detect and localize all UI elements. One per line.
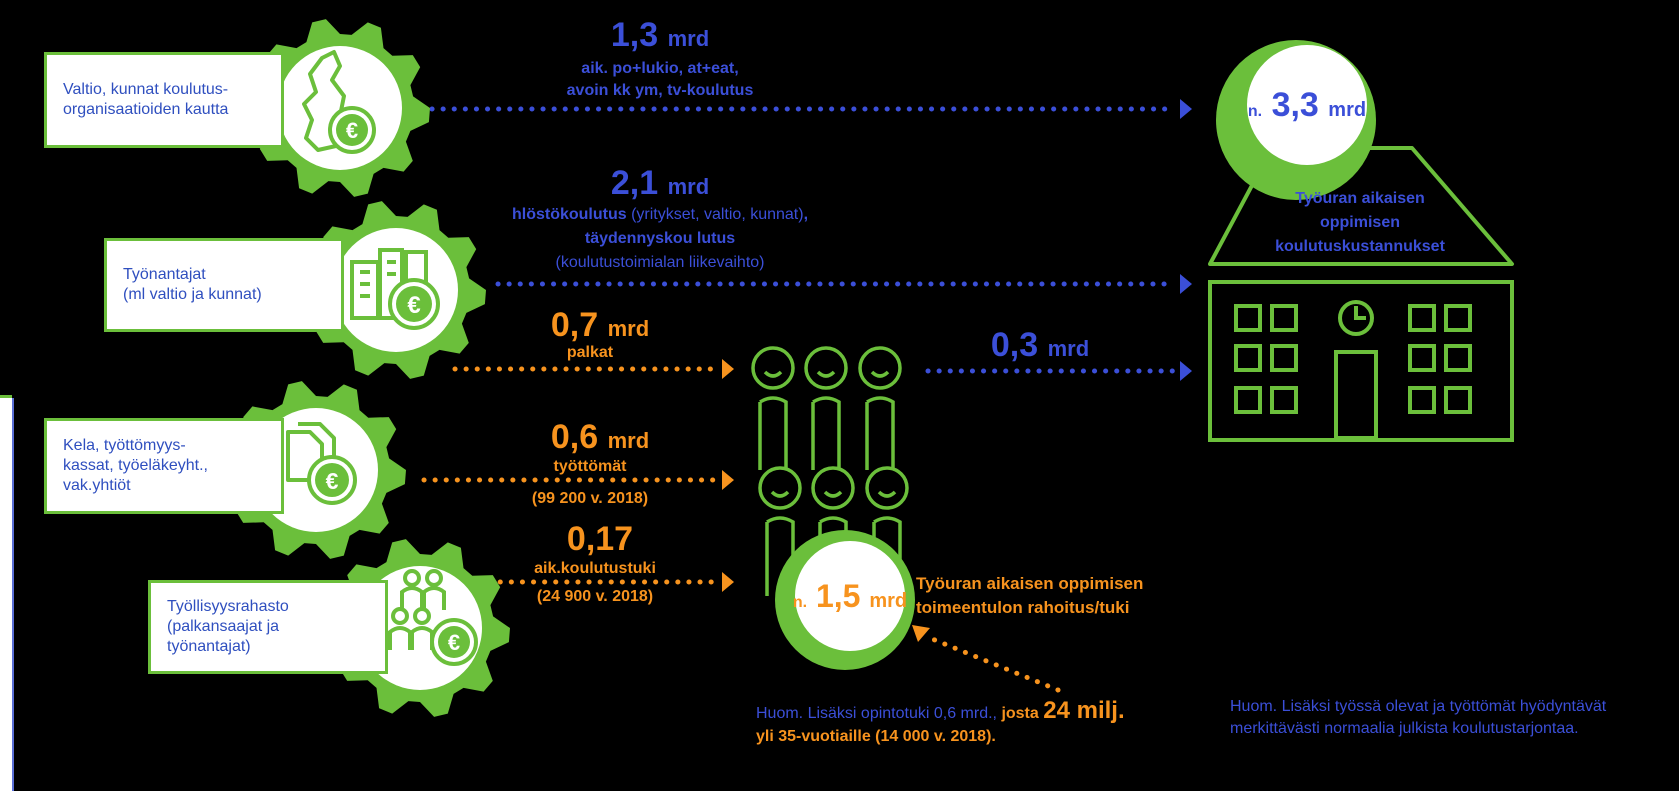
total-support-label-1: Työuran aikaisen oppimisen — [916, 574, 1144, 593]
edge-marker — [0, 395, 12, 399]
person-icon — [758, 466, 802, 596]
total-support-label-2: toimeentulon rahoitus/tuki — [916, 598, 1130, 617]
finland-map-euro-icon: € — [302, 50, 376, 154]
person-icon — [751, 346, 795, 470]
arrow-note-to-support — [922, 633, 1061, 693]
arrowhead — [1180, 274, 1192, 294]
svg-text:€: € — [448, 630, 460, 655]
note-study-grant-line2: yli 35-vuotiaille (14 000 v. 2018). — [756, 728, 996, 745]
arrowhead — [722, 572, 734, 592]
source-employment-fund: Työllisyysrahasto (palkansaajat ja työna… — [148, 580, 388, 674]
flow1-desc-line2: avoin kk ym, tv-koulutus — [566, 82, 754, 99]
arrowhead — [912, 625, 930, 642]
note-public-education-2: merkittävästi normaalia julkista koulutu… — [1230, 720, 1579, 737]
people-group-icon — [751, 346, 909, 596]
person-icon — [865, 466, 909, 560]
source-employers: Työnantajat (ml valtio ja kunnat) — [104, 238, 344, 332]
flow3-amount: 0,7 mrd — [550, 306, 650, 344]
note-study-grant: Huom. Lisäksi opintotuki 0,6 mrd., josta… — [756, 697, 1125, 724]
flow2-amount: 2,1 mrd — [610, 164, 710, 202]
edge-panel — [0, 398, 14, 791]
support-circle — [795, 541, 905, 651]
total-costs-label-2: oppimisen — [1319, 214, 1400, 231]
svg-text:€: € — [407, 292, 420, 319]
svg-text:€: € — [346, 118, 358, 143]
person-icon — [804, 346, 848, 470]
arrowhead — [1180, 361, 1192, 381]
arrowhead — [722, 470, 734, 490]
total-costs-label-1: Työuran aikaisen — [1295, 190, 1425, 207]
flow2-desc-line2: täydennyskou lutus — [584, 230, 736, 247]
source-kela-funds: Kela, työttömyys- kassat, työeläkeyht., … — [44, 418, 284, 514]
flow4-amount: 0,6 mrd — [550, 418, 650, 456]
buildings-euro-icon: € — [350, 248, 440, 330]
arrowhead — [722, 359, 734, 379]
note-public-education-1: Huom. Lisäksi työssä olevat ja työttömät… — [1230, 698, 1607, 715]
flow4-desc-line1: työttömät — [553, 458, 627, 475]
flow5-desc-line2: (24 900 v. 2018) — [536, 588, 654, 605]
person-icon — [858, 346, 902, 470]
flow4-desc-line2: (99 200 v. 2018) — [531, 490, 649, 507]
arrowhead — [1180, 99, 1192, 119]
svg-text:€: € — [326, 468, 339, 494]
flow2-desc-line1: hlöstökoulutus (yritykset, valtio, kunna… — [511, 206, 809, 223]
total-support-value: n. 1,5 mrd — [792, 578, 908, 614]
flow1-desc-line1: aik. po+lukio, at+eat, — [581, 60, 739, 77]
flow2-desc-line3: (koulutustoimialan liikevaihto) — [555, 254, 765, 271]
flow6-amount: 0,3 mrd — [990, 326, 1090, 364]
total-costs-label-3: koulutuskustannukset — [1275, 238, 1445, 255]
arrow-heads — [722, 99, 1192, 642]
total-costs-value: n. 3,3 mrd — [1247, 86, 1367, 124]
school-house-icon — [1208, 40, 1514, 442]
costs-circle — [1247, 45, 1367, 165]
flow5-amount: 0,17 — [566, 520, 634, 558]
flow-arrows — [421, 106, 1178, 693]
flow1-amount: 1,3 mrd — [610, 16, 710, 54]
source-state-municipalities: Valtio, kunnat koulutus- organisaatioide… — [44, 52, 284, 148]
people-euro-icon: € — [388, 569, 478, 666]
documents-euro-icon: € — [286, 422, 357, 505]
flow3-label: palkat — [566, 344, 614, 361]
flow5-desc-line1: aik.koulutustuki — [534, 560, 656, 577]
